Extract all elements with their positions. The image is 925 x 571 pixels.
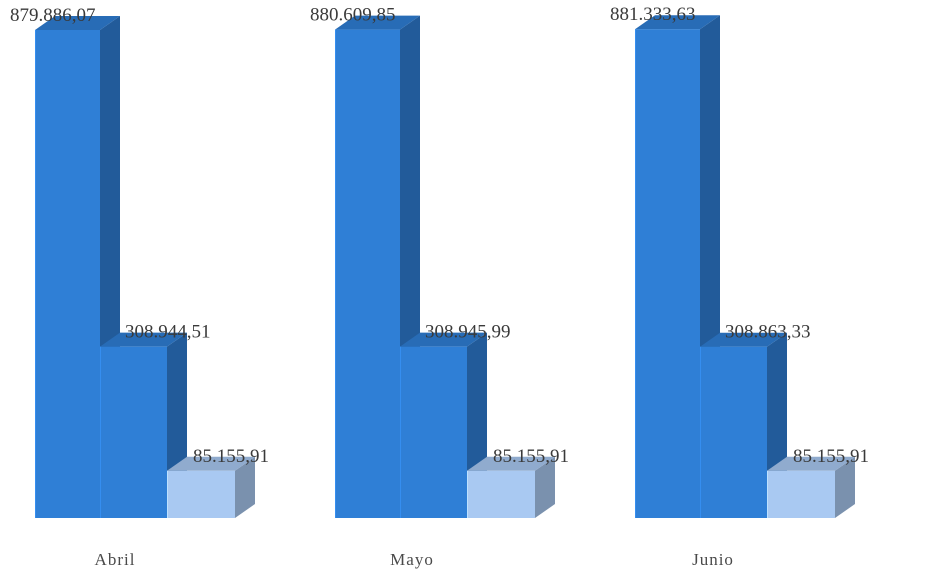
data-label-junio-s1: 881.333,63 [610, 4, 696, 25]
bar-junio-s2 [700, 332, 787, 518]
data-label-mayo-s2: 308.945,99 [425, 322, 511, 343]
data-label-junio-s3: 85.155,91 [793, 446, 869, 467]
bar-mayo-s3 [467, 456, 555, 518]
bar-abril-s3 [167, 456, 255, 518]
data-label-mayo-s3: 85.155,91 [493, 446, 569, 467]
category-label-junio: Junio [692, 550, 734, 569]
bar-group-mayo: 880.609,85 308.945,99 85.155,91 [310, 5, 569, 519]
data-label-junio-s2: 308.863,33 [725, 322, 811, 343]
data-label-abril-s2: 308.944,51 [125, 322, 211, 343]
data-label-abril-s1: 879.886,07 [10, 5, 96, 26]
data-label-abril-s3: 85.155,91 [193, 446, 269, 467]
bar-group-abril: 879.886,07 308.944,51 85.155,91 [10, 5, 269, 518]
category-label-abril: Abril [95, 550, 136, 569]
data-label-mayo-s1: 880.609,85 [310, 5, 396, 26]
bar-junio-s3 [767, 456, 855, 518]
bar-group-junio: 881.333,63 308.863,33 85.155,91 [610, 4, 869, 519]
category-label-mayo: Mayo [390, 550, 434, 569]
